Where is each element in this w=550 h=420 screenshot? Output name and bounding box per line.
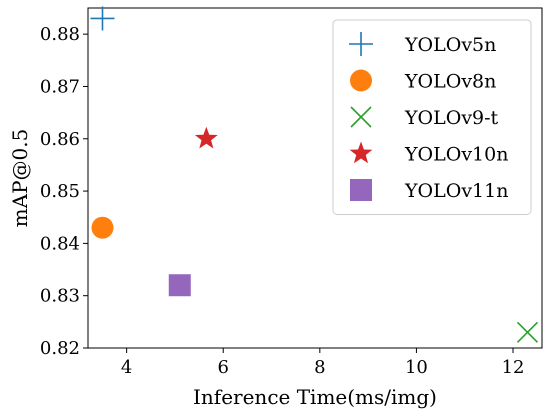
y-tick-label: 0.87	[40, 76, 80, 97]
data-points	[90, 6, 539, 343]
data-point-yolov10n	[194, 126, 218, 149]
legend-label: YOLOv9-t	[404, 107, 499, 129]
data-point-yolov5n	[90, 6, 115, 31]
plot-axes	[87, 7, 543, 349]
legend-label: YOLOv11n	[404, 180, 508, 202]
y-tick-label: 0.84	[40, 233, 80, 254]
y-tick-label: 0.88	[40, 24, 80, 45]
y-tick-label: 0.82	[40, 338, 80, 359]
x-tick-label: 8	[314, 357, 325, 378]
x-tick-label: 6	[218, 357, 229, 378]
legend-label: YOLOv10n	[404, 144, 508, 166]
y-axis-label: mAP@0.5	[8, 129, 32, 228]
legend-marker-yolov11n	[350, 179, 372, 201]
data-point-yolov11n	[168, 274, 191, 297]
legend-frame	[332, 19, 532, 215]
plot-frame	[87, 7, 543, 349]
legend: YOLOv5n YOLOv8n YOLOv9-t YOLOv10n YOLOv11n	[332, 19, 532, 215]
y-tick-label: 0.86	[40, 129, 80, 150]
x-tick-label: 10	[405, 357, 428, 378]
data-point-yolov8n	[91, 216, 114, 239]
y-tick-label: 0.83	[40, 286, 80, 307]
tick-group: 4 6 8 10 12 0.82 0.83 0.84 0.85 0.86 0.87 0.88	[40, 24, 525, 378]
legend-marker-yolov9-t	[350, 106, 372, 128]
x-axis-label: Inference Time(ms/img)	[193, 385, 437, 409]
x-tick-label: 4	[121, 357, 132, 378]
legend-marker-yolov8n	[350, 69, 372, 92]
legend-marker-yolov10n	[349, 141, 373, 164]
legend-marker-yolov5n	[349, 32, 373, 56]
y-tick-label: 0.85	[40, 181, 80, 202]
legend-label: YOLOv8n	[404, 71, 496, 93]
x-tick-label: 12	[502, 357, 525, 378]
legend-label: YOLOv5n	[404, 34, 496, 56]
data-point-yolov9-t	[516, 321, 539, 343]
